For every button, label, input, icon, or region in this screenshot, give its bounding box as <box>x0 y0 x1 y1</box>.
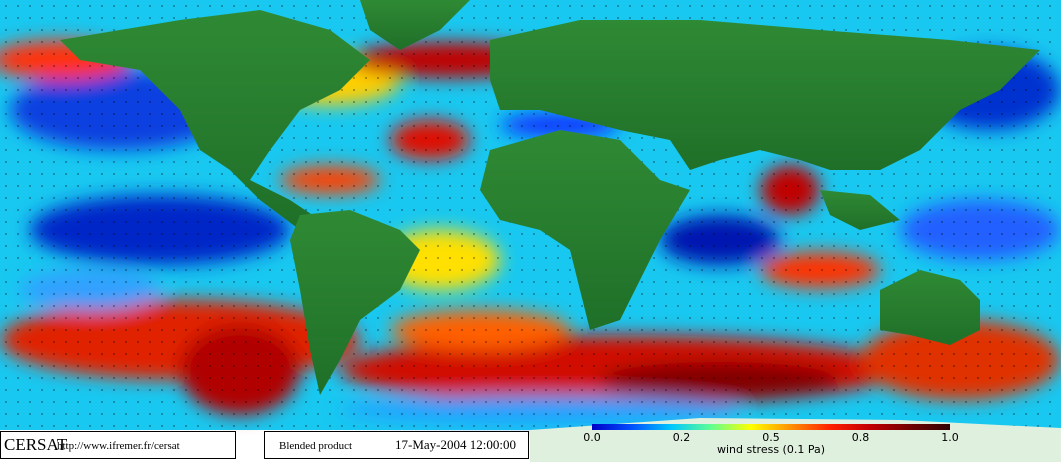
colorbar-tick-label: 0.5 <box>762 431 780 444</box>
africa <box>480 130 690 330</box>
australia <box>880 270 980 345</box>
date: 17-May-2004 12:00:00 <box>395 437 516 452</box>
product: Blended product <box>279 440 353 452</box>
continents <box>60 0 1061 462</box>
source-box: CERSAT http://www.ifremer.fr/cersat <box>0 431 236 459</box>
greenland <box>360 0 470 50</box>
product-box: Blended product 17-May-2004 12:00:00 <box>264 431 529 459</box>
colorbar-tick-label: 1.0 <box>941 431 959 444</box>
colorbar-tick-label: 0.2 <box>672 431 691 444</box>
south-america <box>290 210 420 395</box>
eurasia <box>490 20 1040 170</box>
colorbar <box>592 424 950 430</box>
url: http://www.ifremer.fr/cersat <box>57 440 180 452</box>
indonesia <box>820 190 900 230</box>
colorbar-label: wind stress (0.1 Pa) <box>716 443 826 456</box>
north-america <box>60 10 370 230</box>
logo: CERSAT <box>4 435 68 454</box>
colorbar-tick-label: 0.0 <box>583 431 601 444</box>
colorbar-tick-label: 0.8 <box>851 431 870 444</box>
